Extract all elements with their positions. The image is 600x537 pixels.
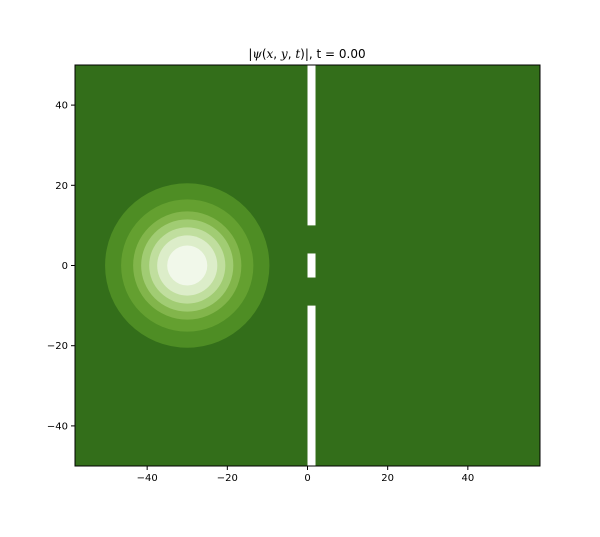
title-time: , t = 0.00 [309,47,366,61]
y-tick-label: −40 [47,421,68,432]
title-t: t [295,47,300,61]
axes-frame [74,64,541,467]
title-x: x [267,47,274,61]
title-abs-open: | [248,47,252,61]
x-tick-label: 40 [461,473,474,484]
x-tick-label: −40 [137,473,158,484]
x-axis: −40 −20 0 20 40 [137,466,474,484]
title-args-close: ) [300,47,305,61]
title-args-open: ( [262,47,267,61]
title-y: y [280,47,288,61]
y-axis: −40 −20 0 20 40 [47,101,75,432]
y-tick-label: 0 [62,261,68,272]
plot-area [75,65,540,466]
x-tick-label: −20 [217,473,238,484]
y-tick-label: 40 [55,101,68,112]
wave-packet-contour-7 [167,245,208,286]
barrier-segment-2 [307,253,316,278]
title-sep1: , [273,47,281,61]
y-tick-label: 20 [55,181,68,192]
field-group [75,65,540,466]
x-tick-label: 20 [381,473,394,484]
barrier-segment-3 [307,305,316,466]
barrier-segment-1 [307,65,316,226]
chart-title: |ψ(x, y, t)|, t = 0.00 [248,47,365,61]
title-abs-close: | [305,47,309,61]
x-tick-label: 0 [304,473,310,484]
title-psi: ψ [252,47,262,61]
title-sep2: , [288,47,296,61]
y-tick-label: −20 [47,341,68,352]
